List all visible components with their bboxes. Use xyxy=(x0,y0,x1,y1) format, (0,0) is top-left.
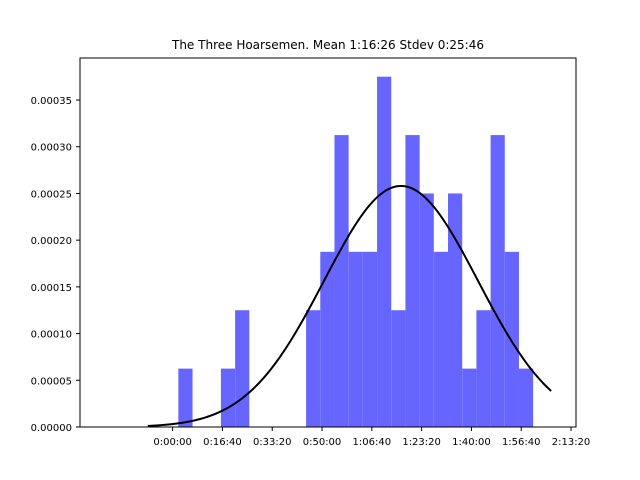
x-tick-label: 2:13:20 xyxy=(552,437,591,448)
plot-frame xyxy=(79,57,577,428)
y-tick-label: 0.00000 xyxy=(31,423,72,434)
y-tick-label: 0.00025 xyxy=(31,189,72,200)
x-tick-label: 0:50:00 xyxy=(303,437,342,448)
histogram-bar xyxy=(362,251,378,427)
histogram-bar xyxy=(419,193,434,427)
x-tick-label: 1:56:40 xyxy=(502,437,541,448)
histogram-bar xyxy=(377,76,392,428)
histogram-bar xyxy=(448,193,463,427)
histogram-bar xyxy=(405,135,420,427)
y-tick-label: 0.00020 xyxy=(31,236,72,247)
histogram-bar xyxy=(220,368,236,427)
x-tick-label: 0:33:20 xyxy=(253,437,292,448)
chart-title: The Three Hoarsemen. Mean 1:16:26 Stdev … xyxy=(171,38,484,52)
x-tick-label: 1:40:00 xyxy=(452,437,491,448)
x-tick-label: 0:00:00 xyxy=(153,437,192,448)
histogram-bar xyxy=(235,310,250,427)
histogram-bar xyxy=(320,251,335,427)
x-axis: 0:00:00 0:16:40 0:33:20 0:50:00 1:06:40 1:23:… xyxy=(153,427,590,448)
histogram-bar xyxy=(178,368,193,427)
histogram-bar xyxy=(306,310,321,427)
x-tick-label: 1:06:40 xyxy=(353,437,392,448)
histogram-bar xyxy=(518,368,534,427)
normal-curve-line xyxy=(147,184,552,427)
y-tick-label: 0.00035 xyxy=(31,96,72,107)
histogram-bars xyxy=(178,76,534,428)
histogram-bar xyxy=(462,368,477,427)
y-tick-label: 0.00005 xyxy=(31,376,72,387)
histogram-bar xyxy=(348,251,363,427)
x-tick-label: 0:16:40 xyxy=(203,437,242,448)
y-tick-label: 0.00015 xyxy=(31,283,72,294)
histogram-bar xyxy=(334,135,349,427)
histogram-bar xyxy=(433,251,449,427)
x-tick-label: 1:23:20 xyxy=(402,437,441,448)
y-axis: 0.00000 0.00005 0.00010 0.00015 0.00020 0.000… xyxy=(31,96,80,434)
histogram-bar xyxy=(391,310,406,427)
histogram-bar xyxy=(476,310,491,427)
histogram-bar xyxy=(490,135,505,427)
normal-curve-layer xyxy=(147,184,552,427)
y-tick-label: 0.00030 xyxy=(31,143,72,154)
y-tick-label: 0.00010 xyxy=(31,330,72,341)
histogram-bar xyxy=(504,251,519,427)
